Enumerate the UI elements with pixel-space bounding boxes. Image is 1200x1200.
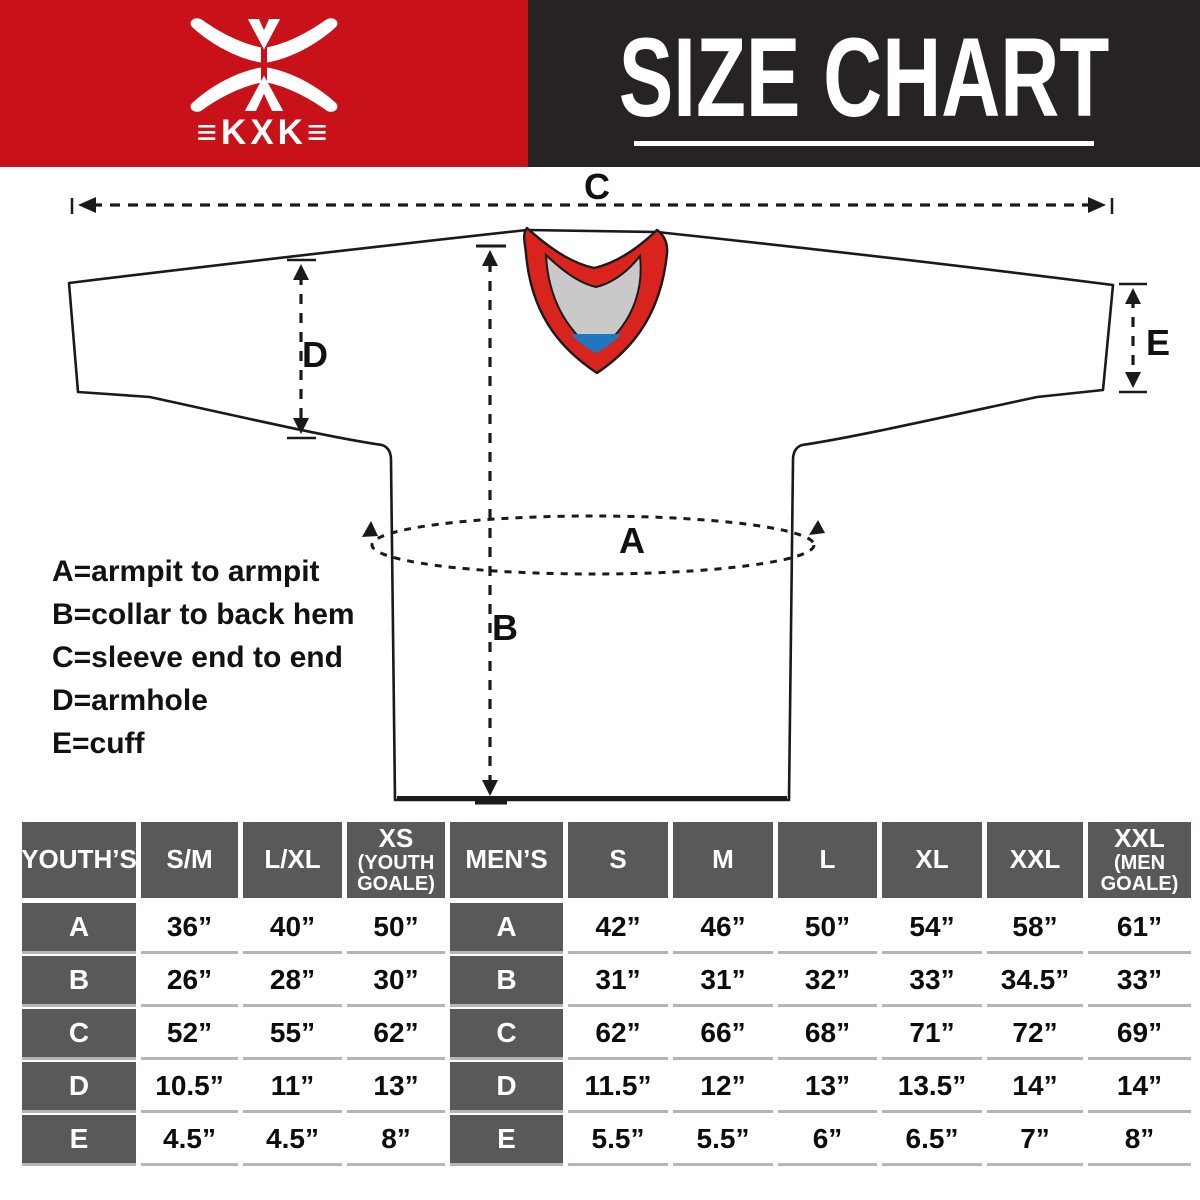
table-value: 5.5” (568, 1115, 668, 1163)
table-value: 13.5” (882, 1062, 982, 1110)
table-value: 33” (1088, 956, 1191, 1004)
page-header: ≡KXK≡ SIZE CHART (0, 0, 1200, 167)
row-label: E (22, 1115, 136, 1163)
row-label: B (22, 956, 136, 1004)
men-size-col: M (673, 822, 773, 898)
table-value: 31” (673, 956, 773, 1004)
youth-goalie-col: XS (YOUTH GOALE) (347, 822, 445, 898)
table-value: 14” (1088, 1062, 1191, 1110)
table-value: 61” (1088, 903, 1191, 951)
title-underline (634, 140, 1094, 146)
size-table: YOUTH’S S/M L/XL XS (YOUTH GOALE) MEN’S … (21, 822, 1191, 1163)
table-value: 28” (243, 956, 342, 1004)
table-value: 6” (778, 1115, 877, 1163)
legend-line-d: D=armhole (52, 684, 208, 717)
table-value: 54” (882, 903, 982, 951)
youth-goalie-note: (YOUTH (357, 851, 435, 874)
row-label: A (22, 903, 136, 951)
table-value: 33” (882, 956, 982, 1004)
table-value: 13” (778, 1062, 877, 1110)
measure-arrow-b (475, 244, 507, 805)
measure-arrow-d (287, 258, 316, 440)
kxk-logo-icon (190, 18, 338, 112)
table-value: 68” (778, 1009, 877, 1057)
table-value: 26” (141, 956, 238, 1004)
row-label: B (450, 956, 563, 1004)
men-size-col: S (568, 822, 668, 898)
brand-wordmark: ≡KXK≡ (196, 113, 332, 152)
table-value: 14” (987, 1062, 1083, 1110)
men-goalie-col: XXL (MEN GOALE) (1088, 822, 1191, 898)
table-value: 50” (347, 903, 445, 951)
men-goalie-size: XXL (1114, 823, 1165, 854)
legend-line-b: B=collar to back hem (52, 598, 355, 631)
legend-line-a: A=armpit to armpit (52, 555, 320, 588)
table-value: 62” (568, 1009, 668, 1057)
row-label: C (450, 1009, 563, 1057)
table-value: 66” (673, 1009, 773, 1057)
table-value: 46” (673, 903, 773, 951)
men-size-col: L (778, 822, 877, 898)
row-label: C (22, 1009, 136, 1057)
row-label: D (450, 1062, 563, 1110)
measure-arrow-e (1119, 282, 1147, 394)
measure-arrow-a (362, 514, 825, 576)
youth-size-col: L/XL (243, 822, 342, 898)
table-value: 52” (141, 1009, 238, 1057)
row-label: D (22, 1062, 136, 1110)
measure-label-a: A (619, 520, 645, 561)
legend-line-c: C=sleeve end to end (52, 641, 343, 674)
table-value: 71” (882, 1009, 982, 1057)
table-value: 32” (778, 956, 877, 1004)
men-size-col: XXL (987, 822, 1083, 898)
brand-panel: ≡KXK≡ (0, 0, 528, 167)
table-value: 34.5” (987, 956, 1083, 1004)
youth-goalie-size: XS (378, 823, 414, 854)
measure-label-e: E (1146, 322, 1170, 363)
youth-goalie-note: GOALE) (357, 872, 435, 895)
page-title: SIZE CHART (618, 14, 1110, 140)
table-value: 30” (347, 956, 445, 1004)
men-goalie-note: (MEN (1113, 851, 1166, 874)
table-value: 12” (673, 1062, 773, 1110)
men-goalie-note: GOALE) (1100, 872, 1179, 895)
collar-inner (544, 252, 642, 354)
table-value: 11” (243, 1062, 342, 1110)
table-value: 42” (568, 903, 668, 951)
men-header: MEN’S (450, 822, 563, 898)
table-value: 4.5” (243, 1115, 342, 1163)
row-label: A (450, 903, 563, 951)
legend-line-e: E=cuff (52, 727, 145, 760)
table-value: 55” (243, 1009, 342, 1057)
table-value: 11.5” (568, 1062, 668, 1110)
youth-header: YOUTH’S (21, 822, 137, 898)
table-value: 36” (141, 903, 238, 951)
measurement-legend: A=armpit to armpit B=collar to back hem … (52, 550, 355, 765)
table-value: 72” (987, 1009, 1083, 1057)
collar-lace (571, 334, 621, 353)
table-value: 40” (243, 903, 342, 951)
measure-label-b: B (492, 607, 518, 648)
measure-arrow-c (70, 197, 1114, 214)
jersey-measurement-diagram: C B D E A (67, 170, 1170, 805)
table-value: 4.5” (141, 1115, 238, 1163)
title-panel: SIZE CHART (528, 0, 1200, 167)
youth-size-col: S/M (141, 822, 238, 898)
table-value: 69” (1088, 1009, 1191, 1057)
table-value: 13” (347, 1062, 445, 1110)
measure-label-d: D (302, 334, 328, 375)
table-value: 5.5” (673, 1115, 773, 1163)
table-value: 8” (1088, 1115, 1191, 1163)
row-label: E (450, 1115, 563, 1163)
table-value: 58” (987, 903, 1083, 951)
table-value: 62” (347, 1009, 445, 1057)
table-value: 7” (987, 1115, 1083, 1163)
table-value: 50” (778, 903, 877, 951)
table-value: 6.5” (882, 1115, 982, 1163)
table-value: 31” (568, 956, 668, 1004)
table-value: 10.5” (141, 1062, 238, 1110)
table-value: 8” (347, 1115, 445, 1163)
men-size-col: XL (882, 822, 982, 898)
measure-label-c: C (584, 170, 610, 207)
